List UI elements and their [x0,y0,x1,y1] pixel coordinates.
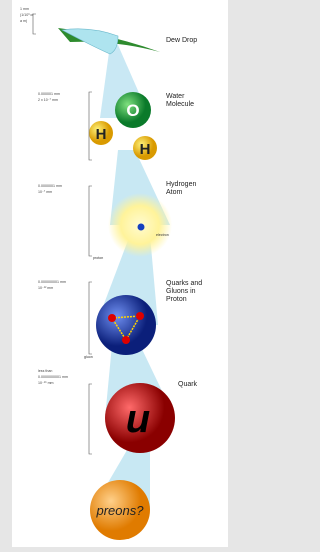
scale-label: 1 mm [20,7,29,11]
electron [138,224,145,231]
proton [96,295,156,355]
scale-label: 0.0000001 mm [38,184,62,188]
annotation: electron [156,233,169,237]
scale-label: 10⁻¹² mm [38,286,53,290]
level-label: Hydrogen [166,181,196,188]
scale-label: less than [38,369,52,373]
level-label: Molecule [166,101,194,108]
page: O H H electron proton gluon u preons? De… [0,0,240,547]
level-label: Quark [178,381,198,388]
scale-label: 0.000001 mm [38,92,60,96]
atom-label: O [126,101,139,120]
level-label: Water [166,93,185,100]
annotation: proton [93,256,103,260]
scale-label: (1/10³ of [20,13,33,17]
scale-label: 10⁻¹⁶ mm [38,381,54,385]
scale-label: 0.000000001 mm [38,280,66,284]
quark [108,314,116,322]
atom-label: H [140,141,151,158]
scale-label: a m) [20,19,27,23]
scale-label: 2 x 10⁻⁷ mm [38,98,58,102]
level-label: Atom [166,189,183,196]
annotation: gluon [84,355,93,359]
scale-label: 10⁻⁷ mm [38,190,52,194]
scale-label: 0.0000000001 mm [38,375,68,379]
quark-symbol: u [126,397,150,441]
quark [136,312,144,320]
level-label: Proton [166,296,187,303]
atom-label: H [96,126,107,143]
level-label: Gluons in [166,288,196,295]
diagram: O H H electron proton gluon u preons? De… [0,0,240,547]
level-label: Quarks and [166,280,202,287]
preons-label: preons? [96,503,145,518]
level-label: Dew Drop [166,37,197,44]
quark [122,336,130,344]
